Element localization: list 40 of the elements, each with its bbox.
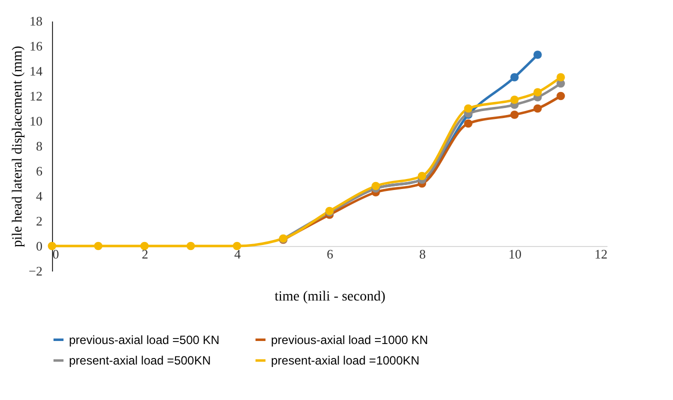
point [186,242,195,250]
y-tick-label: 18 [30,14,42,28]
point [464,119,472,128]
legend-label: previous-axial load =500 KN [69,332,220,347]
point [510,73,519,82]
legend-label: present-axial load =1000KN [271,354,420,368]
point [94,242,102,250]
y-axis-title: pile head lateral displacement (mm) [10,45,26,248]
legend-label: previous-axial load =1000 KN [271,332,428,347]
y-tick-label: 8 [36,138,42,154]
point [556,92,565,100]
point [372,182,380,190]
point [140,242,149,250]
point [510,96,519,104]
y-tick-label: 10 [30,114,42,128]
y-tick-label: 16 [30,38,43,54]
y-tick-label: 2 [36,214,42,228]
legend-label: present-axial load =500KN [69,354,211,368]
x-tick-label: 12 [594,246,608,262]
y-tick-label: 12 [30,88,42,104]
y-tick-label: −2 [28,264,42,278]
point [232,242,242,250]
point [533,104,542,113]
x-tick-label: 0 [52,246,59,262]
point [510,110,519,119]
x-axis-title: time (mili - second) [274,290,386,304]
x-tick-label: 10 [508,246,522,262]
y-tick-label: 6 [36,164,43,178]
point [556,73,565,82]
x-tick-label: 6 [326,246,334,262]
y-tick-label: 14 [30,64,43,78]
point [533,88,542,96]
point [533,50,542,59]
x-tick-label: 4 [234,246,242,262]
y-tick-label: 4 [36,188,43,204]
point [48,242,56,250]
x-tick-label: 8 [419,246,426,262]
point [464,104,472,113]
point [418,172,426,180]
x-tick-label: 2 [142,246,148,262]
